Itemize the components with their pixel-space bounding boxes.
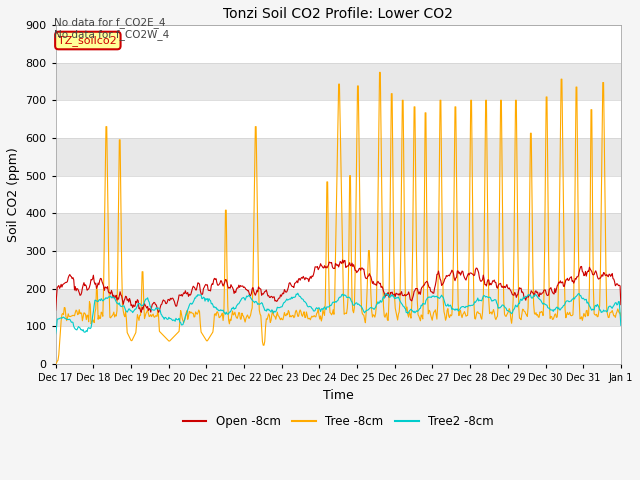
Y-axis label: Soil CO2 (ppm): Soil CO2 (ppm) <box>7 147 20 242</box>
Text: TZ_soilco2: TZ_soilco2 <box>58 35 117 46</box>
X-axis label: Time: Time <box>323 389 354 402</box>
Bar <box>56 288 621 326</box>
Title: Tonzi Soil CO2 Profile: Lower CO2: Tonzi Soil CO2 Profile: Lower CO2 <box>223 7 453 21</box>
Text: No data for f_CO2E_4: No data for f_CO2E_4 <box>54 17 166 28</box>
Bar <box>56 138 621 176</box>
Text: No data for f_CO2W_4: No data for f_CO2W_4 <box>54 29 170 40</box>
Bar <box>56 213 621 251</box>
Bar <box>56 62 621 100</box>
Legend: Open -8cm, Tree -8cm, Tree2 -8cm: Open -8cm, Tree -8cm, Tree2 -8cm <box>178 410 499 433</box>
